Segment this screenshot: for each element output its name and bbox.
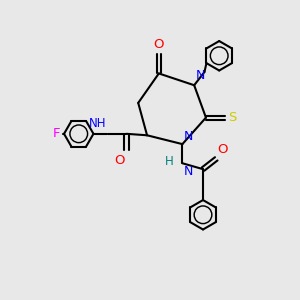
- Text: H: H: [165, 155, 174, 168]
- Text: O: O: [115, 154, 125, 166]
- Text: NH: NH: [89, 117, 107, 130]
- Text: O: O: [218, 143, 228, 156]
- Text: S: S: [229, 111, 237, 124]
- Text: O: O: [154, 38, 164, 51]
- Text: N: N: [184, 165, 193, 178]
- Text: F: F: [52, 127, 60, 140]
- Text: N: N: [184, 130, 193, 142]
- Text: N: N: [196, 69, 205, 82]
